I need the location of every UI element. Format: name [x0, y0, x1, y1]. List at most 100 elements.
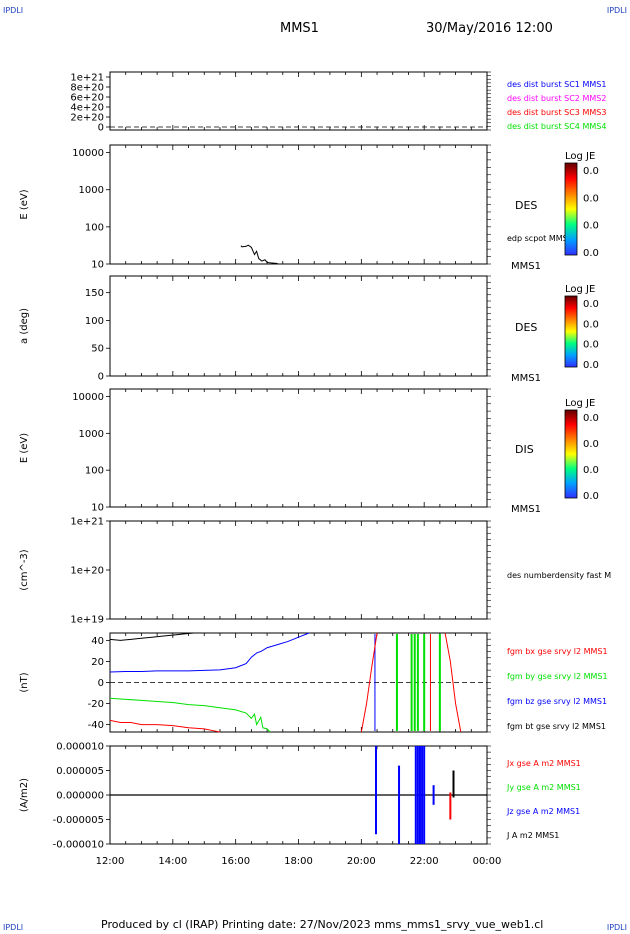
x-tick-label-3: 18:00: [284, 856, 313, 867]
y-tick-label: 1000: [79, 185, 104, 196]
panel-3: [109, 275, 491, 377]
panel-frame: [109, 71, 488, 131]
y-tick-label: 1e+19: [70, 615, 104, 626]
panel-frame: [109, 275, 488, 377]
corner-label-bottom-right: IPDLI: [606, 923, 627, 932]
colorbar-tick-label: 0.0: [583, 193, 599, 204]
y-tick-label: 100: [85, 222, 104, 233]
panel-right-sub: MMS1: [511, 261, 541, 272]
y-tick-label: 2e+20: [70, 113, 104, 124]
colorbar-tick-label: 0.0: [583, 340, 599, 351]
y-axis-label: (A/m2): [19, 778, 30, 812]
legend-entry: des dist burst SC2 MMS2: [507, 94, 606, 103]
panel-right-label: DES: [515, 321, 537, 334]
colorbar-2: Log JE 0.0 0.0 0.0 0.0: [564, 284, 599, 371]
y-axis-label: (nT): [19, 672, 30, 692]
colorbar-title: Log JE: [565, 398, 595, 409]
legend-entry: fgm by gse srvy l2 MMS1: [507, 672, 608, 681]
legend-entry: des dist burst SC4 MMS4: [507, 122, 606, 131]
footer-text: Produced by cl (IRAP) Printing date: 27/…: [101, 918, 544, 931]
y-tick-label: 0.000010: [56, 742, 104, 753]
panel-1: [109, 71, 491, 131]
y-axis-label: E (eV): [19, 433, 30, 463]
y-tick-label: 0: [98, 372, 104, 383]
y-axis-label: E (eV): [19, 189, 30, 219]
y-tick-label: 40: [91, 636, 104, 647]
panel-right-sub: MMS1: [511, 373, 541, 384]
legend-entry: des dist burst SC1 MMS1: [507, 80, 606, 89]
colorbar-tick-label: 0.0: [583, 319, 599, 330]
y-tick-label: 10000: [72, 148, 104, 159]
x-tick-label-6: 00:00: [473, 856, 502, 867]
panel-2: [109, 144, 491, 265]
legend-entry: fgm bx gse srvy l2 MMS1: [507, 647, 608, 656]
y-tick-label: 10: [91, 503, 104, 514]
corner-label-top-right: IPDLI: [606, 6, 627, 15]
panel-right-label: DES: [515, 199, 537, 212]
x-tick-label-2: 16:00: [221, 856, 250, 867]
panel-5: [109, 520, 491, 620]
x-tick-label-1: 14:00: [158, 856, 187, 867]
colorbar-3: Log JE 0.0 0.0 0.0 0.0: [564, 398, 599, 502]
y-tick-label: 50: [91, 344, 104, 355]
y-tick-label: -20: [88, 699, 104, 710]
corner-label-bottom-left: IPDLI: [3, 923, 24, 932]
legend-entry: fgm bt gse srvy l2 MMS1: [507, 722, 606, 731]
y-tick-label: 0: [98, 123, 104, 134]
series-line: [360, 632, 378, 733]
colorbar-tick-label: 0.0: [583, 491, 599, 502]
legend-entry: Jy gse A m2 MMS1: [506, 783, 581, 792]
panel-right-label: DIS: [515, 443, 534, 456]
colorbar-title: Log JE: [565, 284, 595, 295]
x-tick-label-4: 20:00: [347, 856, 376, 867]
y-tick-label: 0: [98, 678, 104, 689]
y-tick-label: 1000: [79, 429, 104, 440]
colorbar-scale: [564, 409, 578, 499]
series-line: [109, 719, 221, 733]
colorbar-scale: [564, 295, 578, 368]
y-axis-label: a (deg): [19, 308, 30, 344]
y-tick-label: 10000: [72, 392, 104, 403]
spacecraft-title: MMS1: [280, 21, 319, 36]
legend-entry: J A m2 MMS1: [506, 831, 559, 840]
y-tick-label: 100: [85, 466, 104, 477]
panel-right-note: edp scpot MMS1: [507, 234, 573, 243]
y-tick-label: 1e+21: [70, 73, 104, 84]
colorbar-tick-label: 0.0: [583, 299, 599, 310]
y-tick-label: -0.000005: [53, 815, 104, 826]
panel-frame: [109, 520, 488, 620]
colorbar-tick-label: 0.0: [583, 248, 599, 259]
datetime-title: 30/May/2016 12:00: [426, 21, 553, 36]
y-tick-label: 8e+20: [70, 83, 104, 94]
legend-entry: des dist burst SC3 MMS3: [507, 108, 606, 117]
legend-entry: Jx gse A m2 MMS1: [506, 759, 581, 768]
y-tick-label: 20: [91, 657, 104, 668]
panel-right-note: des numberdensity fast M: [507, 571, 611, 580]
colorbar-1: Log JE 0.0 0.0 0.0 0.0: [564, 151, 599, 259]
colorbar-tick-label: 0.0: [583, 221, 599, 232]
y-tick-label: 0.000000: [56, 791, 104, 802]
corner-label-top-left: IPDLI: [3, 6, 24, 15]
legend-entry: fgm bz gse srvy l2 MMS1: [507, 697, 607, 706]
y-tick-label: 1e+20: [70, 566, 104, 577]
series-line: [240, 244, 278, 265]
x-tick-label-5: 22:00: [410, 856, 439, 867]
series-line: [109, 697, 271, 733]
colorbar-tick-label: 0.0: [583, 413, 599, 424]
y-tick-label: 4e+20: [70, 103, 104, 114]
y-tick-label: -0.000010: [53, 840, 104, 851]
y-tick-label: 1e+21: [70, 517, 104, 528]
colorbar-tick-label: 0.0: [583, 439, 599, 450]
panel-right-sub: MMS1: [511, 504, 541, 515]
series-line: [109, 632, 310, 673]
panel-frame: [109, 388, 488, 508]
y-tick-label: 6e+20: [70, 93, 104, 104]
colorbar-tick-label: 0.0: [583, 465, 599, 476]
legend-entry: Jz gse A m2 MMS1: [506, 807, 580, 816]
panel-4: [109, 388, 491, 508]
y-axis-label: (cm^-3): [19, 549, 30, 590]
series-line: [444, 632, 462, 733]
y-tick-label: 100: [85, 316, 104, 327]
colorbar-tick-label: 0.0: [583, 360, 599, 371]
